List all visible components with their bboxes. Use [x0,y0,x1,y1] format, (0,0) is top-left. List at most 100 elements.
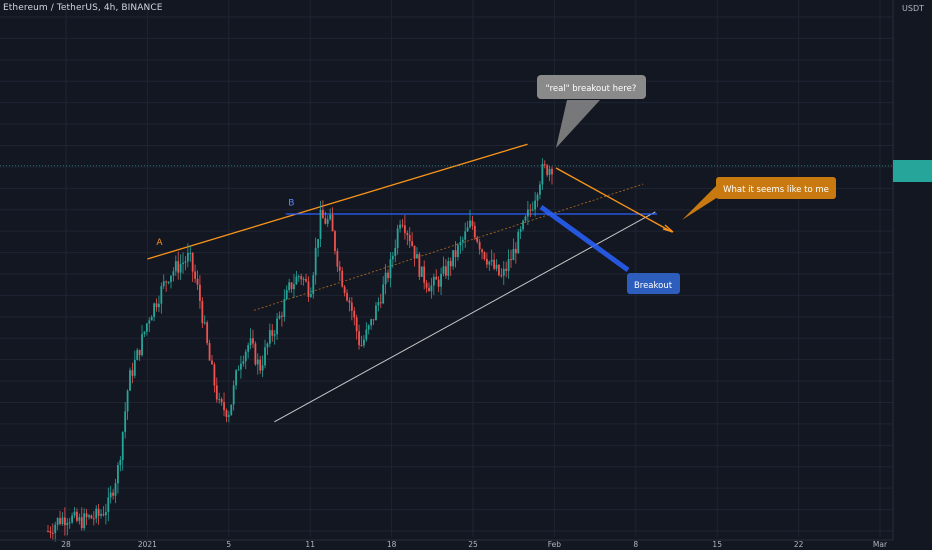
candle-body [174,261,177,272]
candle-body [449,260,452,267]
candle-body [507,259,510,272]
candle-body [237,369,240,371]
candle-body [485,259,488,265]
candle-body [297,276,300,278]
candle-body [336,251,339,267]
projection-arrow-head [662,224,674,233]
candle-body [215,385,218,400]
candle-body [548,168,551,175]
candle-body [319,209,322,240]
candle-body [334,231,336,252]
candle-body [425,282,428,288]
candle-body [338,266,341,271]
candle-body [153,303,156,317]
candle-body [199,284,201,301]
candle-body [278,315,281,319]
candle-body [348,300,351,303]
candle-body [375,305,377,321]
candle-body [100,514,102,516]
candle-body [428,287,430,292]
candle-body [353,310,356,318]
candle-body [220,399,223,403]
candle-body [232,385,235,405]
candle-body [293,284,295,290]
candle-body [343,286,346,293]
candle-body [295,276,298,285]
candle-body [469,220,471,228]
candle-body [240,363,242,370]
candle-body [493,259,496,269]
candle-body [223,402,225,411]
candle-body [126,390,129,412]
candle-body [435,276,438,280]
price-axis-background [893,0,932,550]
candle-body [49,531,52,533]
candle-body [249,338,252,346]
candle-body [495,264,498,269]
candle-body [444,266,447,276]
candle-body [59,518,61,524]
candle-body [273,334,276,336]
candle-body [85,513,88,518]
candle-body [51,532,54,534]
candle-body [411,241,414,246]
candle-body [114,483,117,496]
candle-body [399,224,401,229]
candle-body [524,216,527,221]
candle-body [102,514,105,516]
candle-body [403,225,406,233]
candle-body [112,492,115,496]
candle-body [324,218,327,224]
candle-body [107,497,110,513]
candle-body [317,239,319,248]
candle-body [266,343,269,348]
candle-body [95,508,98,519]
candle-body [500,275,503,277]
candle-body [517,231,520,254]
candle-body [129,370,131,391]
candle-body [76,511,78,521]
candle-body [519,229,522,232]
candle-body [189,252,192,254]
candle-body [213,364,216,386]
breakout-callout-box [627,273,680,294]
candles-layer [47,158,553,542]
candle-body [268,330,271,344]
label-b: B [288,198,294,208]
candle-body [531,209,534,211]
candle-body [307,281,310,297]
candle-body [145,323,148,332]
breakout-callout-tail [539,204,630,273]
candle-body [389,259,392,279]
candle-body [498,264,500,276]
candle-body [367,325,370,330]
candle-body [261,365,264,371]
symbol-title[interactable]: Ethereum / TetherUS, 4h, BINANCE [3,3,163,13]
candle-body [288,282,291,291]
trendline-resistance [147,143,528,260]
candle-body [541,164,544,185]
candle-body [387,272,389,279]
candle-body [283,299,286,317]
candle-body [488,261,491,265]
candle-body [505,268,508,272]
candle-body [534,200,537,210]
time-tick-label: 11 [305,540,315,549]
candle-body [177,261,180,273]
candle-body [418,254,421,277]
candle-body [314,247,317,276]
candle-body [66,522,69,526]
candle-body [61,517,64,524]
candle-body [121,432,124,461]
candle-body [73,511,76,516]
candle-body [341,270,344,287]
candle-body [227,415,230,417]
candle-body [305,278,307,282]
trendline-midline [253,183,644,311]
time-tick-label: Feb [548,540,562,549]
candle-body [416,254,418,259]
time-tick-label: 22 [794,540,804,549]
candle-body [63,517,66,526]
